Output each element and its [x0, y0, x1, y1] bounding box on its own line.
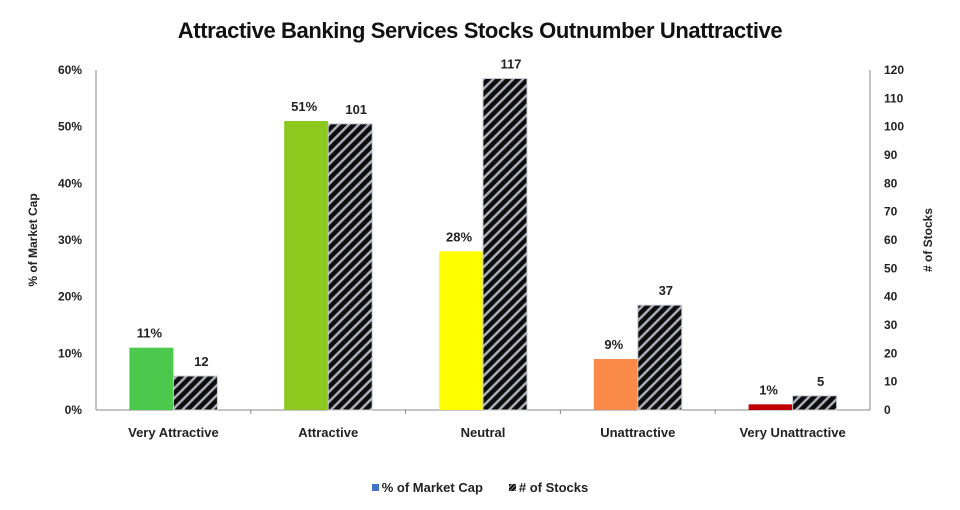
category-label: Very Unattractive — [739, 425, 845, 440]
bar-stock-count — [482, 78, 528, 411]
data-label-stock-count: 37 — [659, 283, 673, 298]
data-label-stock-count: 101 — [345, 102, 367, 117]
bar-market-cap — [129, 347, 174, 410]
data-label-market-cap: 11% — [137, 326, 163, 341]
right-tick-label: 80 — [884, 176, 898, 190]
left-tick-label: 0% — [65, 403, 83, 417]
left-tick-label: 10% — [58, 346, 82, 360]
data-label-stock-count: 117 — [501, 57, 522, 72]
right-tick-label: 0 — [884, 403, 891, 417]
left-tick-label: 50% — [58, 120, 82, 134]
left-axis-title: % of Market Cap — [26, 193, 40, 286]
data-label-market-cap: 9% — [604, 337, 623, 352]
category-labels: Very Attractive Attractive Neutral Unattrac… — [128, 410, 846, 440]
data-label-market-cap: 51% — [291, 99, 317, 114]
category-label: Attractive — [298, 425, 358, 440]
bar-stock-count — [172, 375, 218, 411]
data-label-stock-count: 5 — [817, 374, 824, 389]
right-tick-label: 10 — [884, 375, 898, 389]
data-label-stock-count: 12 — [194, 354, 208, 369]
chart-title: Attractive Banking Services Stocks Outnu… — [177, 18, 783, 43]
right-tick-label: 20 — [884, 346, 898, 360]
left-tick-label: 30% — [58, 233, 82, 247]
left-tick-label: 60% — [58, 63, 82, 77]
bar-market-cap — [748, 404, 793, 410]
bar-market-cap — [439, 251, 483, 410]
right-tick-label: 70 — [884, 205, 898, 219]
right-tick-label: 90 — [884, 148, 898, 162]
data-label-market-cap: 1% — [759, 382, 778, 397]
left-tick-label: 20% — [58, 290, 82, 304]
bar-stock-count — [327, 123, 373, 411]
category-label: Neutral — [461, 425, 506, 440]
right-tick-label: 120 — [884, 63, 904, 77]
bar-market-cap — [593, 359, 638, 410]
legend-swatch-stocks — [508, 484, 516, 491]
data-label-market-cap: 28% — [446, 229, 472, 244]
legend-label-stocks: # of Stocks — [518, 480, 589, 495]
bar-stock-count — [792, 395, 838, 411]
bar-stock-count — [637, 304, 683, 411]
legend-item-stocks: # of Stocks — [508, 480, 589, 495]
bar-market-cap — [284, 121, 329, 410]
right-tick-label: 50 — [884, 261, 898, 275]
category-label: Very Attractive — [128, 425, 219, 440]
legend-label-market-cap: % of Market Cap — [381, 480, 483, 495]
left-tick-label: 40% — [58, 176, 82, 190]
right-tick-label: 100 — [884, 120, 904, 134]
right-tick-label: 30 — [884, 318, 898, 332]
right-tick-label: 110 — [884, 91, 904, 105]
legend-swatch-market-cap — [371, 484, 379, 491]
bars-group — [129, 78, 838, 411]
category-label: Unattractive — [600, 425, 675, 440]
right-tick-label: 60 — [884, 233, 898, 247]
right-axis-title: # of Stocks — [921, 208, 935, 272]
right-tick-label: 40 — [884, 290, 898, 304]
data-labels: 11% 12 51% 101 28% 117 9% 37 1% 5 — [137, 57, 824, 398]
legend-item-market-cap: % of Market Cap — [371, 480, 483, 495]
legend: % of Market Cap # of Stocks — [0, 480, 960, 495]
right-y-axis: 0 10 20 30 40 50 60 70 80 90 100 110 120 — [869, 63, 904, 417]
